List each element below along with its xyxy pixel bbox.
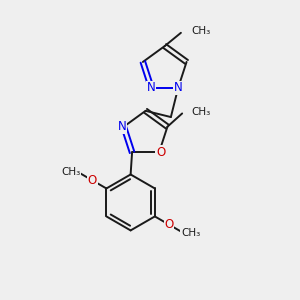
Text: CH₃: CH₃ [191, 26, 211, 36]
Text: O: O [156, 146, 165, 159]
Text: O: O [88, 174, 97, 187]
Text: O: O [164, 218, 173, 231]
Text: CH₃: CH₃ [181, 228, 200, 239]
Text: N: N [174, 81, 183, 94]
Text: N: N [118, 120, 127, 133]
Text: CH₃: CH₃ [191, 107, 210, 117]
Text: N: N [147, 81, 156, 94]
Text: CH₃: CH₃ [61, 167, 80, 176]
